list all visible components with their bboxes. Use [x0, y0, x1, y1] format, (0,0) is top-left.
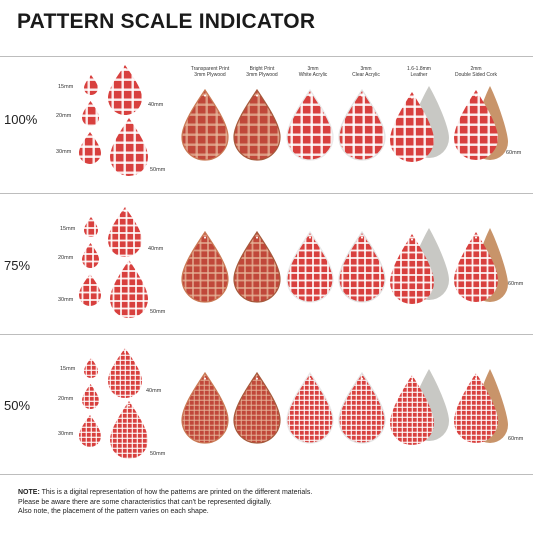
material-drop-clear-acrylic — [338, 371, 386, 444]
scale-label-100: 100% — [4, 112, 38, 127]
size-label-15mm: 15mm — [60, 226, 76, 232]
material-drop-white-acrylic — [286, 88, 334, 161]
sample-drop-20mm — [82, 243, 99, 268]
size-label-60mm: 60mm — [508, 436, 524, 442]
size-label-20mm: 20mm — [58, 396, 74, 402]
size-label-30mm: 30mm — [58, 297, 74, 303]
scale-label-75: 75% — [4, 258, 31, 273]
material-drop-leather — [390, 92, 434, 162]
size-label-30mm: 30mm — [58, 431, 74, 437]
material-drop-transparent-plywood — [181, 88, 229, 161]
note-line-3: Also note, the placement of the pattern … — [18, 508, 209, 515]
size-label-50mm: 50mm — [150, 451, 166, 457]
size-label-50mm: 50mm — [150, 167, 166, 173]
material-drop-bright-plywood — [233, 88, 281, 161]
size-label-40mm: 40mm — [148, 102, 164, 108]
material-label-clear-acrylic: 3mm Clear Acrylic — [352, 66, 380, 78]
sample-drop-50mm — [110, 118, 148, 176]
material-drop-cork — [454, 373, 498, 443]
divider-2 — [0, 334, 533, 335]
material-label-transparent-plywood: Transparent Print 3mm Plywood — [190, 66, 230, 78]
size-label-20mm: 20mm — [58, 255, 74, 261]
size-label-60mm: 60mm — [506, 150, 522, 156]
material-label-white-acrylic: 3mm White Acrylic — [298, 66, 328, 78]
size-label-40mm: 40mm — [148, 246, 164, 252]
sample-drop-30mm — [79, 415, 101, 447]
note-label: NOTE: — [18, 489, 40, 496]
size-label-20mm: 20mm — [56, 113, 72, 119]
sample-drop-30mm — [79, 274, 101, 306]
material-drop-transparent-plywood — [181, 371, 229, 444]
sample-drop-40mm — [108, 348, 142, 398]
divider-top — [0, 56, 533, 57]
material-label-bright-plywood: Bright Print 3mm Plywood — [246, 66, 278, 78]
sample-drop-15mm — [84, 217, 98, 237]
size-label-50mm: 50mm — [150, 309, 166, 315]
material-drop-clear-acrylic — [338, 88, 386, 161]
material-drop-bright-plywood — [233, 371, 281, 444]
note-line-2: Please be aware there are some character… — [18, 498, 272, 506]
material-drop-clear-acrylic — [338, 230, 386, 303]
sample-drop-50mm — [110, 260, 148, 318]
sample-drop-15mm — [84, 358, 98, 378]
divider-1 — [0, 193, 533, 194]
sample-drop-15mm — [84, 75, 98, 95]
sample-drop-40mm — [108, 65, 142, 115]
material-drop-leather — [390, 375, 434, 445]
material-drop-white-acrylic — [286, 230, 334, 303]
sample-drop-40mm — [108, 207, 142, 257]
page-title: PATTERN SCALE INDICATOR — [17, 10, 316, 33]
material-label-leather: 1.6-1.8mm Leather — [407, 66, 431, 78]
size-label-15mm: 15mm — [58, 84, 74, 90]
material-drop-bright-plywood — [233, 230, 281, 303]
size-label-60mm: 60mm — [508, 281, 524, 287]
sample-drop-50mm — [110, 401, 148, 459]
material-drop-white-acrylic — [286, 371, 334, 444]
note-line-1: This is a digital representation of how … — [39, 489, 313, 496]
material-drop-transparent-plywood — [181, 230, 229, 303]
material-label-cork: 2mm Double Sided Cork — [455, 66, 497, 78]
material-drop-cork — [454, 90, 498, 160]
sample-drop-30mm — [79, 132, 101, 164]
sample-drop-20mm — [82, 384, 99, 409]
size-label-30mm: 30mm — [56, 149, 72, 155]
note-text: NOTE: This is a digital representation o… — [18, 488, 312, 517]
material-drop-leather — [390, 234, 434, 304]
material-drop-cork — [454, 232, 498, 302]
divider-bottom — [0, 474, 533, 475]
size-label-40mm: 40mm — [146, 388, 162, 394]
size-label-15mm: 15mm — [60, 366, 76, 372]
sample-drop-20mm — [82, 101, 99, 126]
scale-label-50: 50% — [4, 398, 31, 413]
